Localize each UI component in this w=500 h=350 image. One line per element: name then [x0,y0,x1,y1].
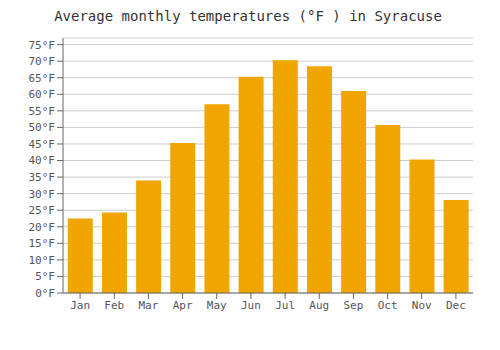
svg-text:Jan: Jan [70,299,90,312]
svg-text:45°F: 45°F [29,138,56,151]
svg-text:Nov: Nov [412,299,432,312]
svg-text:25°F: 25°F [29,204,56,217]
svg-text:40°F: 40°F [29,154,56,167]
svg-text:30°F: 30°F [29,188,56,201]
html-text:Average monthly temperatures (: Average monthly temperatures (°F ) in Sy… [54,8,442,24]
svg-text:May: May [207,299,227,312]
svg-text:Apr: Apr [173,299,193,312]
svg-text:Oct: Oct [378,299,398,312]
svg-text:Jun: Jun [241,299,261,312]
svg-text:Dec: Dec [446,299,466,312]
svg-text:0°F: 0°F [35,287,55,300]
svg-text:Aug: Aug [309,299,329,312]
svg-text:50°F: 50°F [29,121,56,134]
svg-text:35°F: 35°F [29,171,56,184]
svg-text:60°F: 60°F [29,88,56,101]
svg-text:75°F: 75°F [29,39,56,52]
svg-text:Mar: Mar [138,299,158,312]
svg-text:Feb: Feb [104,299,124,312]
svg-text:5°F: 5°F [35,270,55,283]
svg-text:55°F: 55°F [29,105,56,118]
svg-text:10°F: 10°F [29,254,56,267]
svg-text:Sep: Sep [343,299,363,312]
svg-text:70°F: 70°F [29,55,56,68]
svg-text:15°F: 15°F [29,237,56,250]
svg-text:65°F: 65°F [29,72,56,85]
svg-text:Jul: Jul [275,299,295,312]
svg-text:20°F: 20°F [29,221,56,234]
